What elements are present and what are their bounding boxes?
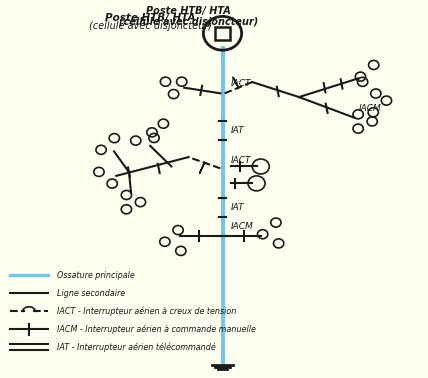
Text: IACT: IACT bbox=[231, 156, 252, 165]
Text: Poste HTB/ HTA
(cellule avec disjoncteur): Poste HTB/ HTA (cellule avec disjoncteur… bbox=[119, 6, 258, 27]
Text: IAT: IAT bbox=[231, 203, 245, 212]
Text: IACM: IACM bbox=[231, 222, 254, 231]
Text: IACT - Interrupteur aérien à creux de tension: IACT - Interrupteur aérien à creux de te… bbox=[56, 307, 236, 316]
Text: IAT - Interrupteur aérien télécommandé: IAT - Interrupteur aérien télécommandé bbox=[56, 342, 215, 352]
Text: IACM - Interrupteur aérien à commande manuelle: IACM - Interrupteur aérien à commande ma… bbox=[56, 325, 256, 334]
Text: IACM: IACM bbox=[359, 104, 381, 113]
Text: IAT: IAT bbox=[231, 126, 245, 135]
Text: Ligne secondaire: Ligne secondaire bbox=[56, 289, 125, 298]
Text: Ossature principale: Ossature principale bbox=[56, 271, 134, 280]
Text: Poste HTB/ HTA: Poste HTB/ HTA bbox=[105, 13, 196, 23]
Text: IACT: IACT bbox=[231, 79, 252, 88]
Text: (cellule avec disjoncteur): (cellule avec disjoncteur) bbox=[89, 21, 212, 31]
